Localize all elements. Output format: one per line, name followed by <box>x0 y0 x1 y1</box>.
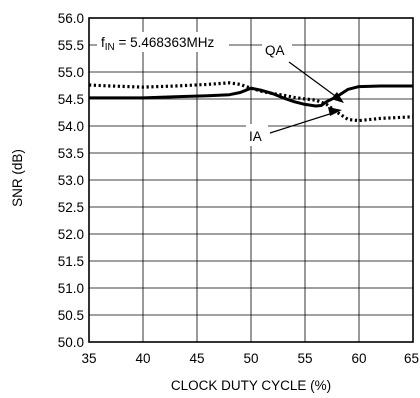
x-tick-label-1: 40 <box>135 351 150 366</box>
x-tick-label-6: 65 <box>404 351 419 366</box>
frequency-annotation: fIN = 5.468363MHz <box>101 35 214 53</box>
grid-lines <box>88 17 414 343</box>
x-tick-label-0: 35 <box>81 351 96 366</box>
ia-callout-arrow-line <box>269 111 337 134</box>
y-tick-label-10: 55.0 <box>58 65 84 80</box>
frequency-annotation-subscript: IN <box>105 42 115 53</box>
series-line-qa <box>89 84 413 108</box>
series-label-ia: IA <box>249 129 262 144</box>
x-tick-label-5: 60 <box>351 351 366 366</box>
ia-callout-arrowhead <box>328 107 342 116</box>
x-axis-title: CLOCK DUTY CYCLE (%) <box>171 378 331 393</box>
series-label-qa: QA <box>265 43 285 58</box>
y-tick-label-9: 54.5 <box>58 92 84 107</box>
y-tick-label-3: 51.5 <box>58 254 84 269</box>
x-tick-label-2: 45 <box>189 351 204 366</box>
y-tick-label-1: 50.5 <box>58 308 84 323</box>
y-tick-label-11: 55.5 <box>58 38 84 53</box>
x-tick-label-3: 50 <box>243 351 258 366</box>
y-tick-labels: 50.0 50.5 51.0 51.5 52.0 52.5 53.0 53.5 54.0 54.5… <box>58 11 84 350</box>
y-axis-title: SNR (dB) <box>10 149 25 207</box>
y-tick-label-0: 50.0 <box>58 335 84 350</box>
y-tick-label-12: 56.0 <box>58 11 84 26</box>
y-tick-label-8: 54.0 <box>58 119 84 134</box>
qa-callout-arrowhead <box>331 92 344 103</box>
y-tick-label-5: 52.5 <box>58 200 84 215</box>
x-tick-labels: 35 40 45 50 55 60 65 <box>81 351 419 366</box>
series-lines <box>88 81 414 123</box>
y-tick-label-6: 53.0 <box>58 173 84 188</box>
plot-frame <box>88 17 414 343</box>
qa-label-background <box>262 39 292 61</box>
ia-label-background <box>246 124 268 146</box>
y-tick-label-4: 52.0 <box>58 227 84 242</box>
qa-callout-arrow-line <box>288 61 339 99</box>
x-tick-label-4: 55 <box>297 351 312 366</box>
y-tick-label-2: 51.0 <box>58 281 84 296</box>
y-tick-label-7: 53.5 <box>58 146 84 161</box>
annotation-background <box>97 32 229 52</box>
frequency-annotation-prefix: f <box>101 35 105 50</box>
frequency-annotation-suffix: = 5.468363MHz <box>115 35 215 50</box>
series-line-ia <box>88 81 414 123</box>
